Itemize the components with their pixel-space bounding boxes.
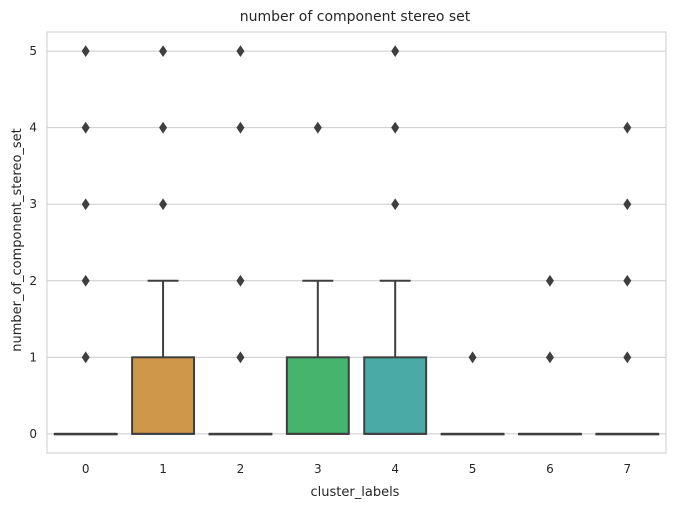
box-iqr xyxy=(363,356,428,435)
outlier-point xyxy=(159,121,168,134)
box-group xyxy=(285,121,350,435)
x-axis-label: cluster_labels xyxy=(311,485,400,500)
box-iqr xyxy=(285,356,350,435)
box-group xyxy=(208,45,273,436)
outlier-point xyxy=(81,274,90,287)
outlier-point xyxy=(236,351,245,364)
outlier-point xyxy=(391,198,400,211)
outlier-point xyxy=(391,121,400,134)
y-tick-label: 0 xyxy=(29,427,37,441)
outlier-point xyxy=(236,121,245,134)
outlier-point xyxy=(236,45,245,58)
y-axis-label: number_of_component_stereo_set xyxy=(10,128,25,352)
outlier-point xyxy=(313,121,322,134)
outlier-point xyxy=(159,45,168,58)
x-tick-label: 0 xyxy=(82,462,90,476)
y-tick-label: 2 xyxy=(29,274,37,288)
y-tick-label: 1 xyxy=(29,350,37,364)
outlier-point xyxy=(81,351,90,364)
x-tick-label: 4 xyxy=(391,462,399,476)
x-tick-label: 5 xyxy=(469,462,477,476)
y-tick-label: 5 xyxy=(29,44,37,58)
box-group xyxy=(131,45,196,435)
outlier-point xyxy=(236,274,245,287)
outlier-point xyxy=(159,198,168,211)
x-tick-label: 2 xyxy=(237,462,245,476)
outlier-point xyxy=(623,121,632,134)
tick-labels: 0 1 2 3 4 5 0 1 2 3 4 5 6 7 xyxy=(29,44,631,476)
outlier-point xyxy=(81,45,90,58)
outlier-point xyxy=(81,198,90,211)
x-tick-label: 3 xyxy=(314,462,322,476)
outlier-point xyxy=(468,351,477,364)
y-tick-label: 3 xyxy=(29,197,37,211)
x-tick-label: 1 xyxy=(159,462,167,476)
box-iqr xyxy=(131,356,196,435)
y-tick-label: 4 xyxy=(29,121,37,135)
boxes xyxy=(53,45,660,436)
outlier-point xyxy=(623,351,632,364)
outlier-point xyxy=(623,274,632,287)
outlier-point xyxy=(545,351,554,364)
box-group xyxy=(440,351,505,436)
box-group xyxy=(595,121,660,436)
x-tick-label: 6 xyxy=(546,462,554,476)
outlier-point xyxy=(391,45,400,58)
chart-title: number of component stereo set xyxy=(240,9,471,25)
box-group xyxy=(517,274,582,436)
outlier-point xyxy=(545,274,554,287)
box-group xyxy=(53,45,118,436)
x-tick-label: 7 xyxy=(623,462,631,476)
outlier-point xyxy=(623,198,632,211)
outlier-point xyxy=(81,121,90,134)
box-group xyxy=(363,45,428,435)
plot-frame xyxy=(46,31,667,454)
